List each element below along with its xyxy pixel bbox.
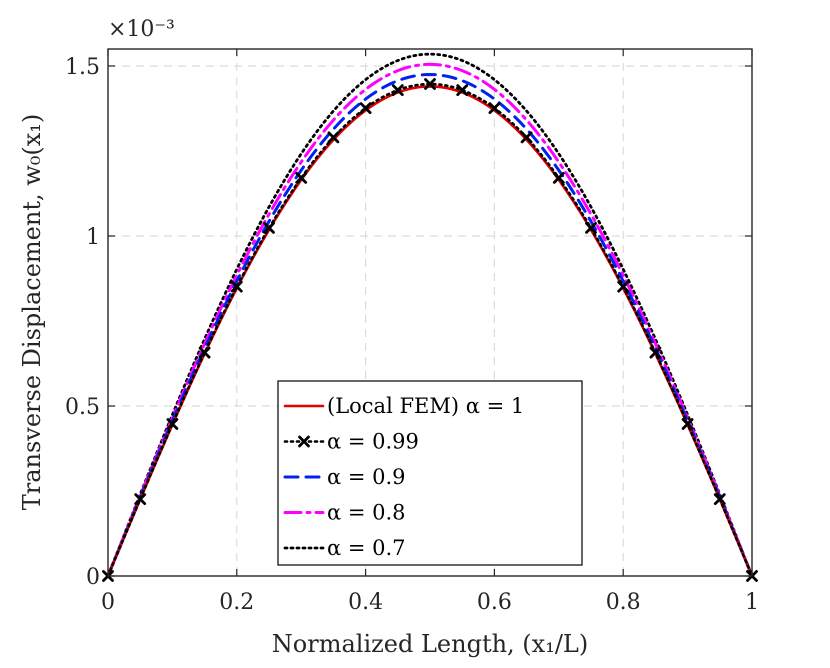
series-line-4	[106, 62, 754, 578]
legend-label-2: α = 0.99	[327, 430, 419, 454]
series-line-5	[106, 52, 754, 578]
legend-box	[277, 380, 583, 566]
data-point-marker	[198, 346, 211, 359]
data-point-marker	[424, 78, 436, 90]
series-line-3	[106, 73, 754, 578]
y-tick-label: 1	[86, 225, 100, 250]
data-point-marker	[295, 171, 308, 184]
data-point-marker	[230, 280, 243, 293]
y-axis-title: Transverse Displacement, w₀(x₁)	[18, 114, 46, 511]
data-point-marker	[681, 418, 694, 430]
legend-label-3: α = 0.9	[327, 465, 406, 489]
legend-label-4: α = 0.8	[327, 501, 406, 525]
y-exponent-label: ×10⁻³	[108, 17, 175, 42]
x-tick-label: 0	[101, 590, 115, 615]
data-point-marker	[713, 493, 726, 506]
y-tick-label: 0	[86, 565, 100, 590]
x-tick-label: 0.2	[219, 590, 254, 615]
data-point-marker	[520, 131, 533, 144]
data-point-marker	[649, 346, 662, 359]
legend-label-5: α = 0.7	[327, 536, 406, 560]
x-axis-title: Normalized Length, (x₁/L)	[272, 630, 588, 658]
legend: (Local FEM) α = 1 α = 0.99 α = 0.9 α = 0.8 α…	[277, 380, 583, 566]
data-point-marker	[134, 493, 147, 506]
data-point-marker	[166, 418, 179, 430]
data-point-marker	[488, 102, 501, 115]
legend-marker	[298, 435, 310, 448]
data-point-marker	[263, 221, 275, 234]
x-tick-label: 0.6	[477, 590, 512, 615]
tick-marks	[107, 49, 753, 577]
legend-label-1: (Local FEM) α = 1	[327, 394, 524, 418]
plot-frame	[107, 48, 753, 577]
series-layer	[102, 52, 758, 582]
data-point-marker	[327, 131, 340, 144]
y-tick-label: 1.5	[65, 55, 100, 80]
data-point-marker	[359, 102, 372, 115]
x-tick-label: 1	[745, 590, 759, 615]
data-point-marker	[391, 84, 404, 97]
y-tick-label: 0.5	[65, 395, 100, 420]
data-point-marker	[456, 84, 469, 97]
data-point-marker	[552, 171, 565, 184]
tick-labels: 0 0.2 0.4 0.6 0.8 1 0 0.5 1 1.5	[65, 55, 759, 615]
data-point-marker	[617, 280, 630, 293]
x-tick-label: 0.8	[606, 590, 641, 615]
x-tick-label: 0.4	[348, 590, 383, 615]
data-point-marker	[585, 221, 597, 234]
